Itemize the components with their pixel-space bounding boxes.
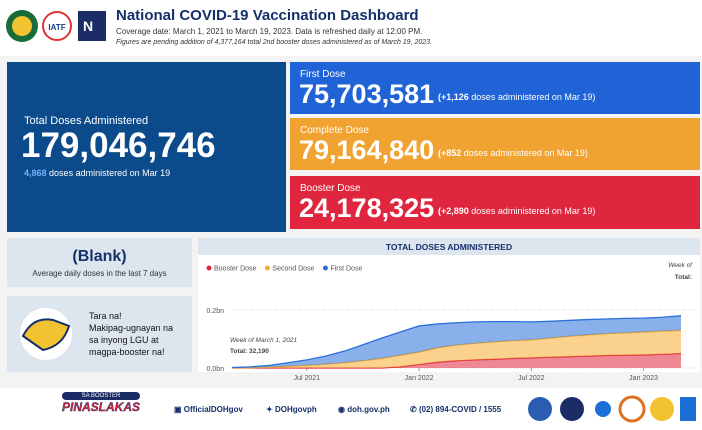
promo-line: Makipag-ugnayan na [89, 323, 174, 333]
legend-label: Booster Dose [214, 266, 257, 273]
dose-increment: (+852 [438, 148, 462, 158]
nvoc-text: N [83, 18, 93, 34]
dose-text: doses administered on Mar 19) [471, 206, 596, 216]
icon-arm [21, 318, 71, 352]
website-text: doh.gov.ph [347, 405, 390, 414]
daily-value: 4,868 [24, 168, 47, 178]
pinaslakas-logo: SA BOOSTER PINASLAKAS [62, 392, 140, 414]
nvoc-logo [78, 11, 106, 41]
promo-icon [20, 308, 72, 360]
chart: TOTAL DOSES ADMINISTERED 0.0bn 0.2bn Jul 2… [198, 238, 700, 382]
x-tick-label: Jan 2022 [405, 375, 434, 382]
website[interactable]: ◉ doh.gov.ph [338, 405, 390, 414]
dose-label: First Dose [300, 69, 346, 80]
dose-increment: (+1,126 [438, 92, 469, 102]
annotation: Week of [668, 262, 693, 269]
coverage: Coverage date: March 1, 2021 to March 19… [116, 27, 423, 36]
x-tick-label: Jan 2023 [629, 375, 658, 382]
seal [650, 397, 674, 421]
annotation: Total: 32,190 [230, 348, 269, 355]
dose-label: Complete Dose [300, 125, 369, 136]
legend-swatch [206, 265, 212, 271]
iatf-logo [42, 11, 72, 41]
seal [680, 397, 696, 421]
chart-title: TOTAL DOSES ADMINISTERED [386, 242, 512, 252]
total-label: Total Doses Administered [24, 115, 149, 127]
iatf-text: IATF [48, 23, 65, 32]
dose-value: 24,178,325 [299, 193, 435, 223]
promo-line: Tara na! [89, 311, 122, 321]
legend-swatch [322, 265, 328, 271]
area-line [231, 315, 682, 369]
dose-value: 79,164,840 [299, 135, 435, 165]
dose-card: Booster Dose 24,178,325 (+2,890 doses ad… [290, 176, 700, 229]
y-tick-label: 0.0bn [206, 366, 224, 373]
seal [560, 397, 584, 421]
facebook[interactable]: ▣ OfficialDOHgov [174, 405, 243, 414]
doh-logo-inner [12, 16, 32, 36]
dose-increment: (+2,890 [438, 206, 469, 216]
promo-text: Tara na! Makipag-ugnayan na sa inyong LG… [89, 310, 173, 358]
dose-card: First Dose 75,703,581 (+1,126 doses admi… [290, 62, 700, 114]
seal [618, 395, 646, 423]
twitter[interactable]: ✦ DOHgovph [266, 405, 317, 414]
promo-line: sa inyong LGU at [89, 335, 159, 345]
phone: ✆ (02) 894-COVID / 1555 [410, 405, 502, 414]
footer: SA BOOSTER PINASLAKAS ▣ OfficialDOHgov ✦… [0, 388, 702, 430]
note: Figures are pending addition of 4,377,16… [116, 39, 432, 46]
total-value: 179,046,746 [21, 126, 216, 165]
average-value: (Blank) [72, 248, 127, 265]
average-label: Average daily doses in the last 7 days [32, 269, 167, 278]
x-tick-label: Jul 2022 [518, 375, 545, 382]
area-fill [232, 330, 681, 368]
promo-line: magpa-booster na! [89, 347, 165, 357]
annotation: Week of March 1, 2021 [230, 337, 297, 344]
chart-title-bar [198, 238, 700, 255]
header: IATF N National COVID-19 Vaccination Das… [0, 0, 702, 56]
total-card: Total Doses Administered 179,046,746 4,8… [7, 62, 286, 232]
title: National COVID-19 Vaccination Dashboard [116, 7, 419, 24]
logos: IATF N [6, 10, 106, 42]
seal [528, 397, 552, 421]
dose-text: doses administered on Mar 19) [463, 148, 588, 158]
seals [528, 395, 696, 423]
seal [595, 401, 611, 417]
legend-swatch [264, 265, 270, 271]
dose-text: doses administered on Mar 19) [471, 92, 596, 102]
legend-label: Second Dose [272, 266, 314, 273]
legend-label: First Dose [330, 266, 362, 273]
x-tick-label: Jul 2021 [294, 375, 321, 382]
daily-text: doses administered on Mar 19 [49, 168, 171, 178]
dose-value: 75,703,581 [299, 79, 435, 109]
y-tick-label: 0.2bn [206, 308, 224, 315]
logo-main: PINASLAKAS [62, 400, 141, 414]
logo-top: SA BOOSTER [62, 392, 141, 400]
facebook-text: OfficialDOHgov [183, 405, 243, 414]
twitter-text: DOHgovph [274, 405, 317, 414]
annotation: Total: [675, 274, 692, 281]
average-card: (Blank) Average daily doses in the last … [7, 238, 192, 287]
phone-text: (02) 894-COVID / 1555 [418, 405, 502, 414]
area-fill [232, 315, 681, 368]
dose-card: Complete Dose 79,164,840 (+852 doses adm… [290, 118, 700, 170]
dose-label: Booster Dose [300, 183, 361, 194]
promo-card: Tara na! Makipag-ugnayan na sa inyong LG… [7, 296, 192, 372]
